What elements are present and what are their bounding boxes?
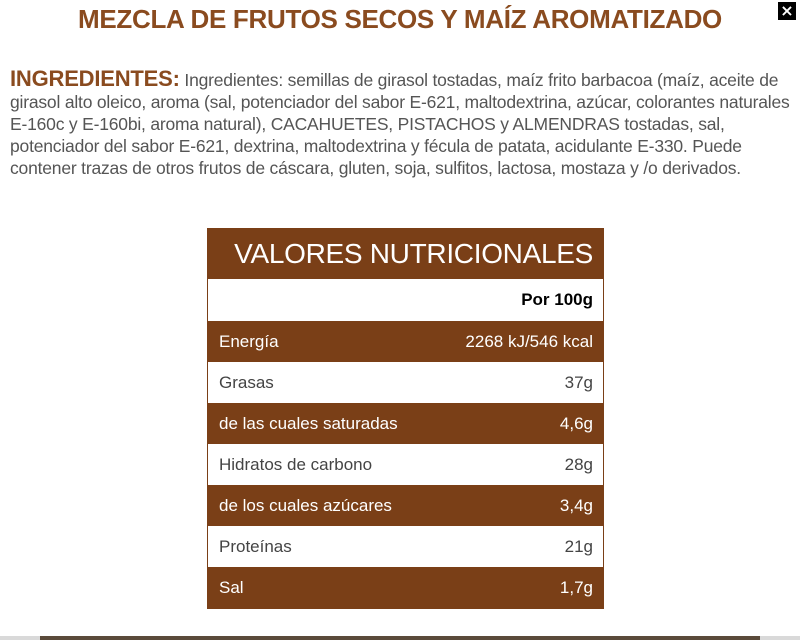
ingredients-text: Ingredientes: semillas de girasol tostad… [10, 70, 790, 178]
nutrient-name: Sal [219, 577, 244, 597]
nutrient-value: 21g [564, 536, 593, 556]
close-icon[interactable]: × [778, 2, 796, 20]
ingredients-label: INGREDIENTES: [10, 66, 180, 91]
nutrient-name: de los cuales azúcares [219, 495, 392, 515]
nutrition-per-unit: Por 100g [208, 279, 603, 321]
nutrient-name: de las cuales saturadas [219, 413, 398, 433]
nutrition-row-fat: Grasas 37g [208, 362, 603, 403]
nutrient-value: 2268 kJ/546 kcal [465, 331, 593, 351]
nutrient-value: 3,4g [559, 495, 593, 515]
nutrition-row-saturated: de las cuales saturadas 4,6g [208, 403, 603, 444]
nutrition-table: VALORES NUTRICIONALES Por 100g Energía 2… [207, 228, 604, 609]
nutrition-row-sugars: de los cuales azúcares 3,4g [208, 485, 603, 526]
nutrition-row-protein: Proteínas 21g [208, 526, 603, 567]
nutrient-value: 1,7g [559, 577, 593, 597]
nutrition-title: VALORES NUTRICIONALES [208, 229, 603, 279]
ingredients-paragraph: INGREDIENTES: Ingredientes: semillas de … [10, 68, 794, 179]
bottom-image-strip [0, 636, 800, 640]
nutrient-name: Grasas [219, 372, 274, 392]
nutrition-row-energy: Energía 2268 kJ/546 kcal [208, 321, 603, 362]
page-title: MEZCLA DE FRUTOS SECOS Y MAÍZ AROMATIZAD… [78, 4, 722, 34]
nutrition-row-salt: Sal 1,7g [208, 567, 603, 608]
nutrient-value: 4,6g [559, 413, 593, 433]
nutrient-name: Proteínas [219, 536, 292, 556]
nutrition-row-carbs: Hidratos de carbono 28g [208, 444, 603, 485]
nutrient-name: Energía [219, 331, 279, 351]
nutrient-name: Hidratos de carbono [219, 454, 373, 474]
nutrient-value: 37g [564, 372, 593, 392]
nutrient-value: 28g [564, 454, 593, 474]
